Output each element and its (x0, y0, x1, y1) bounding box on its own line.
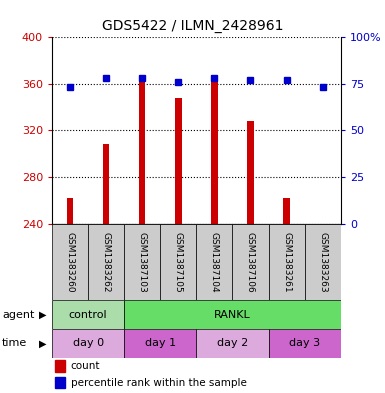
Bar (55, 360, 65, 372)
Text: day 3: day 3 (289, 338, 320, 348)
Text: GSM1383262: GSM1383262 (102, 232, 110, 292)
Text: GSM1387105: GSM1387105 (174, 231, 183, 292)
Bar (52, 329, 124, 358)
Text: GSM1383260: GSM1383260 (65, 231, 75, 292)
Text: GDS5422 / ILMN_2428961: GDS5422 / ILMN_2428961 (102, 19, 283, 33)
Text: day 0: day 0 (72, 338, 104, 348)
Bar (88, 224, 124, 300)
Bar (283, 198, 290, 224)
Bar (103, 144, 109, 224)
Bar (55, 376, 65, 388)
Text: agent: agent (2, 310, 34, 320)
Bar (269, 224, 305, 300)
Bar (269, 329, 341, 358)
Bar (233, 224, 269, 300)
Bar (196, 224, 233, 300)
Text: GSM1387106: GSM1387106 (246, 231, 255, 292)
Bar (211, 77, 218, 224)
Bar (247, 121, 254, 224)
Bar (52, 224, 88, 300)
Text: RANKL: RANKL (214, 310, 251, 320)
Text: day 1: day 1 (145, 338, 176, 348)
Text: day 2: day 2 (217, 338, 248, 348)
Text: percentile rank within the sample: percentile rank within the sample (71, 378, 247, 387)
Text: GSM1387103: GSM1387103 (138, 231, 147, 292)
Text: count: count (71, 361, 100, 371)
Text: GSM1383261: GSM1383261 (282, 231, 291, 292)
Text: control: control (69, 310, 107, 320)
Bar (124, 329, 196, 358)
Text: ▶: ▶ (38, 310, 46, 320)
Bar (160, 224, 196, 300)
Bar (196, 329, 269, 358)
Bar (124, 300, 341, 329)
Text: GSM1383263: GSM1383263 (318, 231, 327, 292)
Bar (305, 224, 341, 300)
Bar (67, 198, 73, 224)
Text: GSM1387104: GSM1387104 (210, 231, 219, 292)
Text: time: time (2, 338, 27, 348)
Text: ▶: ▶ (38, 338, 46, 348)
Bar (124, 224, 160, 300)
Bar (175, 97, 182, 224)
Bar (52, 300, 124, 329)
Bar (139, 79, 146, 224)
